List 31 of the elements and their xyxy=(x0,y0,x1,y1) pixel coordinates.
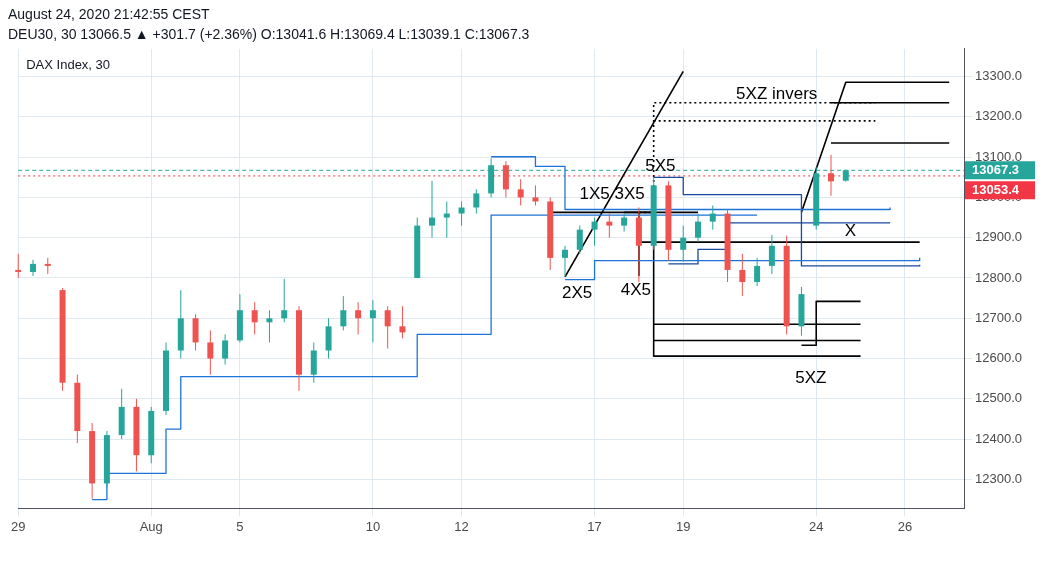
ref-line-label: 13053.4 xyxy=(972,181,1020,197)
annotation: 4X5 xyxy=(620,280,651,300)
x-tick-label: 19 xyxy=(675,518,691,534)
x-tick-label: 10 xyxy=(365,518,381,534)
y-tick-label: 12500.0 xyxy=(975,390,1022,406)
y-tick-label: 12600.0 xyxy=(975,350,1022,366)
x-tick-label: 5 xyxy=(236,518,244,534)
annotation: 5XZ xyxy=(795,368,827,388)
x-tick-label: Aug xyxy=(139,518,163,534)
annotation: 1X5 3X5 xyxy=(579,184,645,204)
text: August 24, 2020 21:42:55 CEST xyxy=(8,5,211,24)
y-tick-label: 13200.0 xyxy=(975,108,1022,124)
annotation: X xyxy=(844,221,857,241)
x-tick-label: 12 xyxy=(454,518,469,534)
y-tick-label: 13300.0 xyxy=(975,68,1022,84)
annotation: 5X5 xyxy=(645,155,676,175)
chart-subtitle: DEU30, 30 13066.5 ▲ +301.7 (+2.36%) O:13041.6 H:13069.4 L:13039.1 C:13067.3 xyxy=(8,25,531,44)
annotation: 5XZ invers xyxy=(736,84,818,104)
y-tick-label: 12800.0 xyxy=(975,269,1022,285)
y-tick-label: 12700.0 xyxy=(975,309,1022,325)
text: DAX Index, 30 xyxy=(26,56,111,72)
x-tick-label: 24 xyxy=(808,518,824,534)
x-tick-label: 17 xyxy=(587,518,602,534)
y-tick-label: 13100.0 xyxy=(975,148,1022,164)
y-tick-label: 12400.0 xyxy=(975,430,1022,446)
ref-line-label: 13067.3 xyxy=(972,161,1019,177)
x-tick-label: 26 xyxy=(897,518,913,534)
y-tick-label: 12900.0 xyxy=(975,229,1022,245)
y-tick-label: 12300.0 xyxy=(975,470,1022,486)
x-tick-label: 29 xyxy=(11,518,26,534)
annotation: 2X5 xyxy=(562,282,593,302)
